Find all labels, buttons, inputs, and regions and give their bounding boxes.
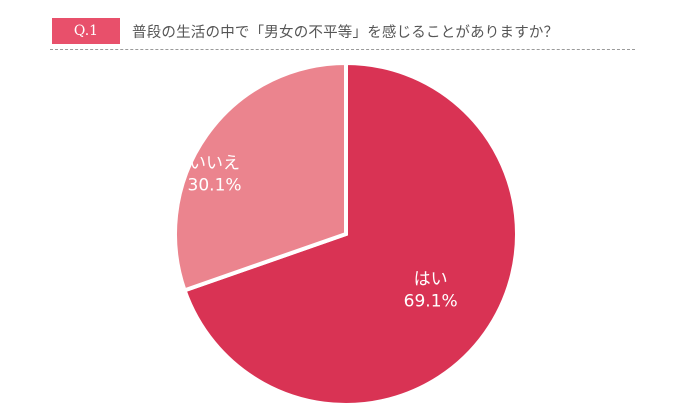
slice-value-label: 30.1% bbox=[188, 176, 242, 196]
pie-slice-no bbox=[173, 60, 348, 293]
slice-category-label: はい bbox=[414, 269, 448, 289]
slice-category-label: いいえ bbox=[189, 154, 240, 174]
dashed-divider bbox=[50, 49, 635, 50]
slice-value-label: 69.1% bbox=[404, 291, 458, 311]
question-header: Q.1 普段の生活の中で「男女の不平等」を感じることがありますか？ bbox=[50, 16, 635, 50]
question-text: 普段の生活の中で「男女の不平等」を感じることがありますか？ bbox=[132, 25, 559, 41]
pie-slice-yes bbox=[181, 60, 519, 407]
question-number-badge: Q.1 bbox=[52, 18, 120, 44]
